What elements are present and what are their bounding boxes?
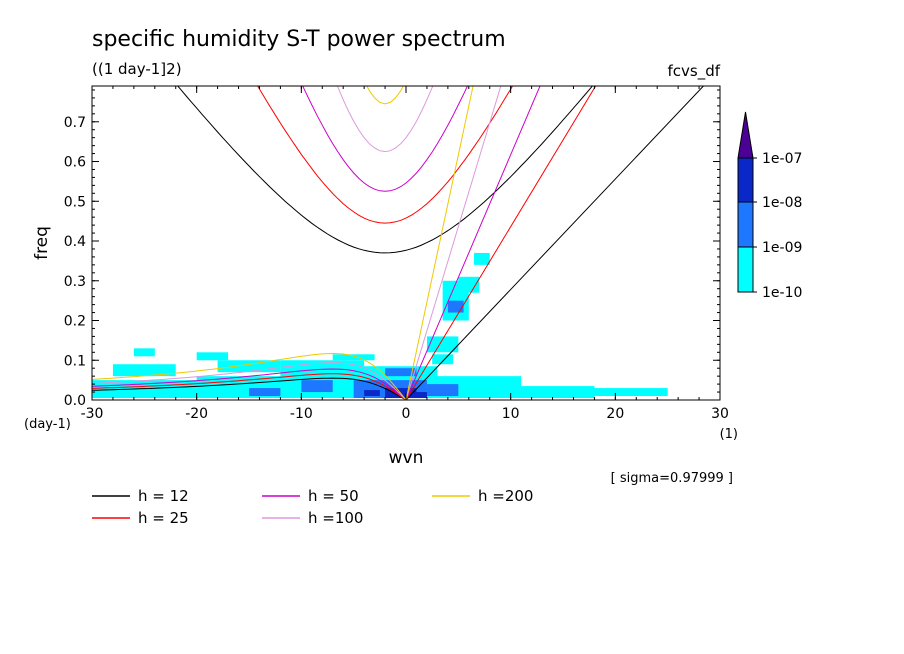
spectrum-patch-21: [426, 384, 459, 397]
spectrum-patch-17: [432, 354, 454, 365]
spectrum-patch-11: [500, 386, 595, 399]
x-tick-label: -30: [81, 406, 104, 422]
dispersion-curves: [92, 86, 704, 400]
colorbar-label: 1e-10: [762, 285, 802, 301]
colorbar-arrow: [737, 111, 754, 159]
spectrum-patch-25: [364, 390, 380, 397]
colorbar-box-2: [737, 157, 754, 203]
legend-label-h50: h = 50: [308, 487, 359, 505]
kelvin-curve-h25: [405, 86, 597, 400]
spectrum-patch-2: [154, 384, 208, 393]
y-unit-label: (day-1): [24, 417, 71, 432]
spectrum-patch-4: [217, 360, 281, 373]
rossby-curve-h200: [92, 352, 407, 400]
colorbar-box-0: [737, 246, 754, 293]
rossby-curve-h12: [92, 377, 407, 400]
plot-frame: [91, 85, 721, 401]
spectrum-patch-8: [196, 352, 229, 361]
spectrum-patch-20: [249, 388, 281, 397]
spectrum-patch-22: [447, 300, 464, 313]
spectrum-patch-1: [112, 364, 176, 377]
y-tick-label: 0.5: [64, 194, 86, 210]
y-tick-label: 0.7: [64, 115, 86, 131]
kelvin-curve-h50: [405, 86, 541, 400]
y-tick-label: 0.4: [64, 234, 86, 250]
x-tick-label: 30: [711, 406, 729, 422]
y-tick-label: 0.0: [64, 393, 86, 409]
sigma-note: [ sigma=0.97999 ]: [611, 471, 733, 486]
spectrum-patch-13: [426, 336, 459, 353]
rossby-curve-h50: [92, 368, 407, 400]
kelvin-curve-h200: [405, 86, 474, 400]
colorbar-label: 1e-07: [762, 151, 802, 167]
legend-label-h100: h =100: [308, 509, 363, 527]
spectrum-patch-18: [301, 380, 333, 393]
colorbar-box-1: [737, 201, 754, 248]
gravity-curve-h12: [177, 86, 594, 254]
colorbar-label: 1e-09: [762, 240, 802, 256]
x-unit-label: (1): [720, 427, 738, 442]
legend: h = 12 h = 25 h = 50 h =100 h =200: [92, 487, 533, 527]
id-label: fcvs_df: [667, 62, 720, 81]
x-tick-label: 20: [606, 406, 624, 422]
legend-label-h200: h =200: [478, 487, 533, 505]
rossby-curve-h25: [92, 373, 407, 400]
chart-subtitle: ((1 day-1]2): [92, 60, 182, 78]
kelvin-curve-h12: [405, 86, 704, 400]
spectrum-patch-15: [458, 276, 480, 293]
y-tick-label: 0.6: [64, 155, 86, 171]
x-tick-label: 0: [402, 406, 411, 422]
spectrum-patch-16: [474, 252, 490, 265]
spectrum-patch-9: [133, 348, 155, 357]
rossby-curve-h100: [92, 362, 407, 400]
y-axis: 0.0 0.1 0.2 0.3 0.4 0.5 0.6 0.7: [64, 89, 720, 409]
legend-label-h25: h = 25: [138, 509, 189, 527]
spectrum-patch-6: [332, 354, 375, 361]
colorbar: 1e-10 1e-09 1e-08 1e-07: [737, 111, 802, 301]
spectrum-patch-26: [411, 392, 427, 399]
gravity-curve-h25: [257, 86, 514, 224]
gravity-curve-h100: [336, 86, 434, 153]
y-tick-label: 0.1: [64, 353, 86, 369]
x-tick-label: -20: [185, 406, 208, 422]
x-tick-label: -10: [290, 406, 313, 422]
gravity-curve-h50: [302, 86, 469, 192]
spectrum-patch-12: [583, 388, 668, 397]
y-tick-label: 0.2: [64, 314, 86, 330]
y-tick-label: 0.3: [64, 274, 86, 290]
colorbar-label: 1e-08: [762, 195, 802, 211]
x-axis: -30 -20 -10 0 10 20 30: [81, 86, 729, 422]
legend-label-h12: h = 12: [138, 487, 189, 505]
spectrum-patch-23: [385, 368, 417, 377]
x-axis-label: wvn: [389, 448, 424, 468]
kelvin-curve-h100: [405, 86, 502, 400]
x-tick-label: 10: [502, 406, 520, 422]
y-axis-label: freq: [32, 226, 52, 260]
chart-title: specific humidity S-T power spectrum: [92, 27, 506, 52]
